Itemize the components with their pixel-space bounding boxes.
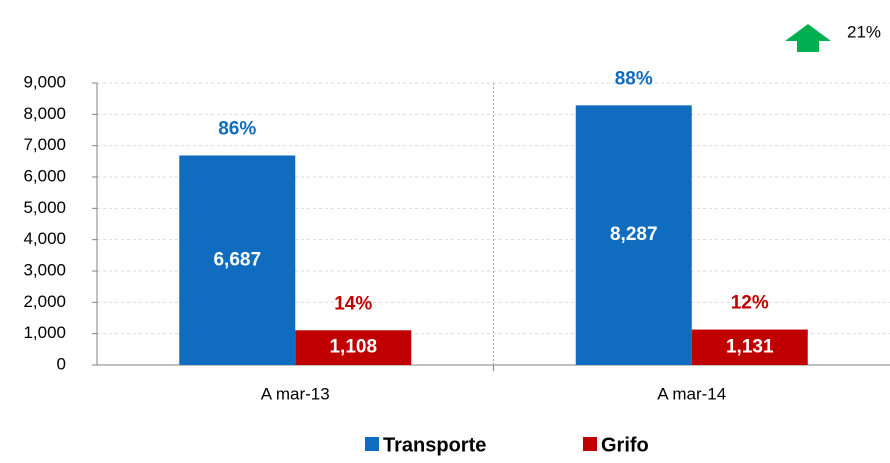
x-tick-label: A mar-13 xyxy=(261,384,330,403)
value-label: 8,287 xyxy=(610,224,658,245)
bar xyxy=(179,155,296,365)
percent-label: 14% xyxy=(334,293,372,314)
percent-label: 86% xyxy=(218,118,256,139)
y-tick-label: 7,000 xyxy=(23,135,66,154)
growth-arrow xyxy=(785,24,831,52)
value-label: 1,131 xyxy=(726,336,774,357)
y-tick-label: 1,000 xyxy=(23,323,66,342)
value-label: 1,108 xyxy=(329,337,377,358)
percent-label: 88% xyxy=(615,68,653,89)
legend-label: Grifo xyxy=(601,434,649,456)
bar xyxy=(295,330,412,365)
x-tick-label: A mar-14 xyxy=(657,384,726,403)
percent-label: 12% xyxy=(731,293,769,314)
y-tick-label: 3,000 xyxy=(23,260,66,279)
y-tick-label: 4,000 xyxy=(23,229,66,248)
legend-swatch xyxy=(583,437,597,451)
bar xyxy=(691,329,808,365)
y-tick-label: 9,000 xyxy=(23,72,66,91)
y-tick-label: 0 xyxy=(57,354,66,373)
y-tick-label: 2,000 xyxy=(23,292,66,311)
y-tick-label: 8,000 xyxy=(23,104,66,123)
legend-label: Transporte xyxy=(383,434,486,456)
growth-label: 21% xyxy=(847,22,881,41)
y-tick-label: 6,000 xyxy=(23,166,66,185)
y-tick-label: 5,000 xyxy=(23,198,66,217)
legend-swatch xyxy=(365,437,379,451)
bar xyxy=(575,105,692,365)
value-label: 6,687 xyxy=(213,249,261,270)
